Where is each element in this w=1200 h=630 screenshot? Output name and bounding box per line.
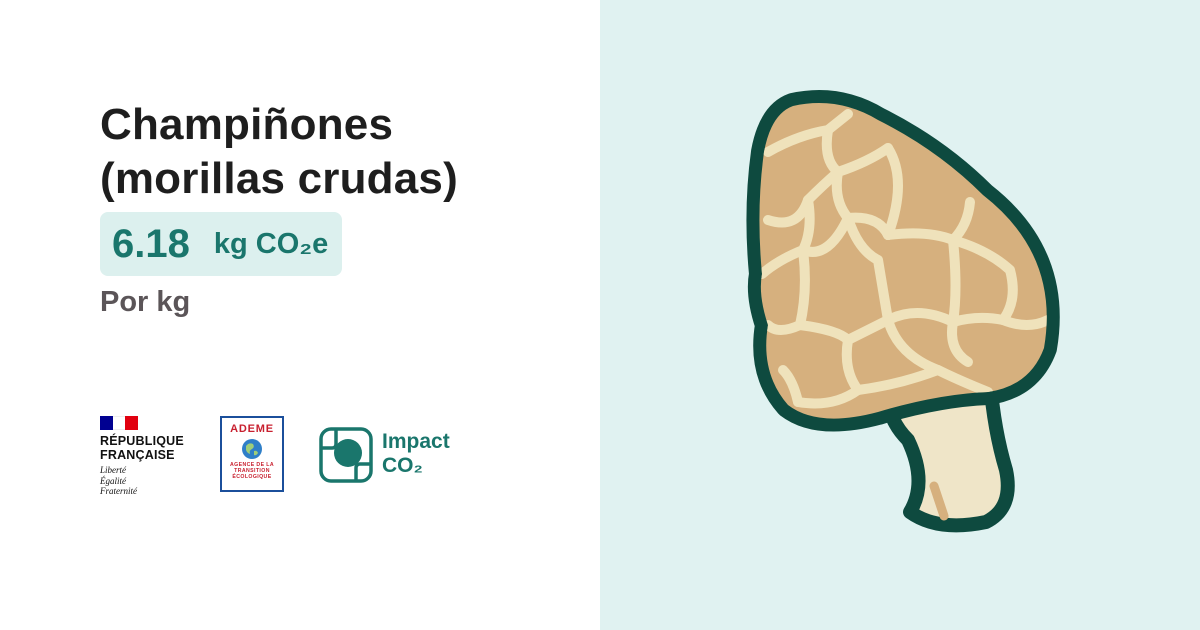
info-panel: Champiñones (morillas crudas) 6.18 kg CO…	[100, 98, 480, 498]
title-line-1: Champiñones	[100, 100, 394, 149]
per-unit-label: Por kg	[100, 286, 191, 318]
title-line-2: (morillas crudas)	[100, 154, 458, 203]
impact-co2-line-2: CO₂	[382, 454, 423, 477]
co2-value-number: 6.18	[112, 221, 190, 266]
partner-logos: RÉPUBLIQUE FRANÇAISE Liberté Égalité Fra…	[100, 414, 480, 498]
page-title: Champiñones (morillas crudas)	[100, 98, 458, 206]
ademe-subtitle: AGENCE DE LA TRANSITION ÉCOLOGIQUE	[230, 462, 274, 480]
republique-francaise-logo: RÉPUBLIQUE FRANÇAISE Liberté Égalité Fra…	[100, 416, 210, 497]
co2-value-unit: kg CO₂e	[213, 227, 329, 260]
impact-co2-wordmark: Impact CO₂	[382, 430, 450, 478]
impact-co2-icon	[319, 427, 373, 483]
ademe-name: ADEME	[230, 423, 274, 435]
globe-icon	[242, 439, 262, 459]
french-flag-icon	[100, 416, 139, 430]
co2-value-badge: 6.18 kg CO₂e	[100, 212, 343, 276]
impact-co2-logo: Impact CO₂	[318, 426, 478, 486]
morel-mushroom-icon	[746, 90, 1060, 533]
impact-co2-line-1: Impact	[382, 430, 450, 453]
republique-title: RÉPUBLIQUE FRANÇAISE	[100, 434, 184, 462]
ademe-logo: ADEME AGENCE DE LA TRANSITION ÉCOLOGIQUE	[220, 416, 284, 492]
republique-motto: Liberté Égalité Fraternité	[100, 465, 137, 496]
